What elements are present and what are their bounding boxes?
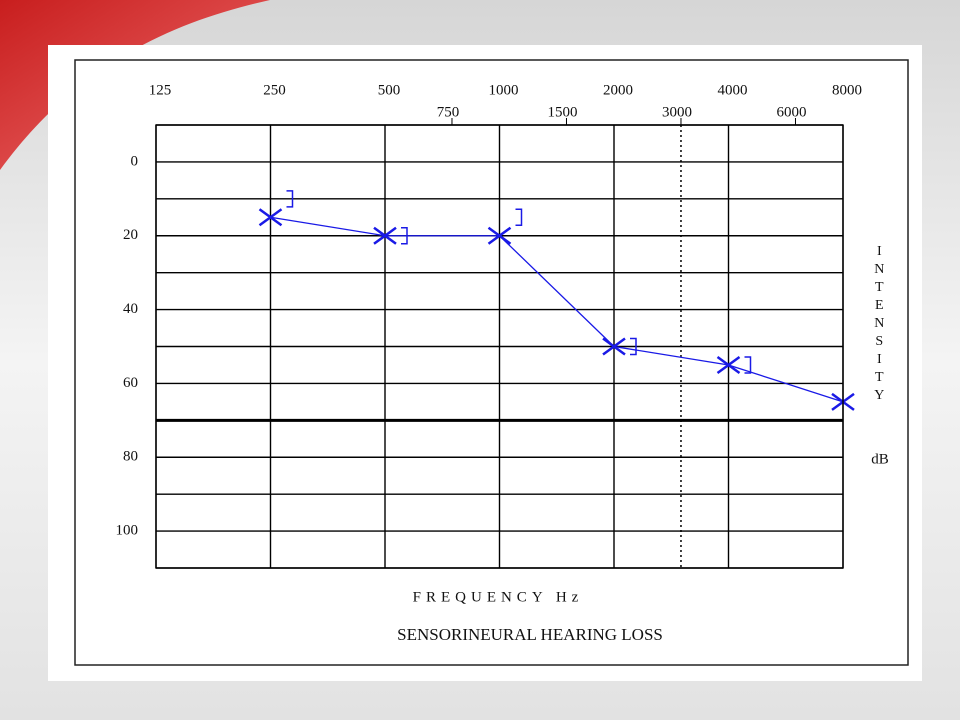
y-tick-label: 40 bbox=[123, 301, 138, 317]
x-tick-label: 1000 bbox=[489, 82, 519, 98]
air-marker bbox=[258, 208, 283, 227]
x-tick-label: 2000 bbox=[603, 82, 633, 98]
bone-marker bbox=[286, 190, 294, 208]
x-tick-label: 250 bbox=[263, 82, 286, 98]
x-tick-label: 125 bbox=[149, 82, 172, 98]
swoosh bbox=[0, 0, 270, 170]
air-marker bbox=[716, 355, 741, 374]
chart-title: SENSORINEURAL HEARING LOSS bbox=[397, 625, 663, 644]
y-tick-label: 0 bbox=[131, 153, 139, 169]
air-marker bbox=[602, 337, 626, 356]
panel bbox=[48, 45, 922, 681]
bone-marker bbox=[744, 356, 752, 374]
x-tick-label: 1500 bbox=[547, 104, 577, 120]
x-tick-label: 500 bbox=[378, 82, 401, 98]
x-tick-label: 4000 bbox=[718, 82, 748, 98]
y-tick-label: 20 bbox=[123, 227, 138, 243]
x-tick-label: 3000 bbox=[662, 104, 692, 120]
plot-border bbox=[155, 124, 844, 569]
series-line bbox=[270, 216, 844, 403]
bone-marker bbox=[401, 227, 408, 245]
y-tick-label: 60 bbox=[123, 375, 138, 391]
bone-marker bbox=[515, 208, 523, 227]
x-tick-label: 8000 bbox=[832, 82, 862, 98]
bone-marker bbox=[630, 337, 637, 356]
air-marker bbox=[373, 226, 397, 245]
y-axis-unit: dB bbox=[871, 451, 889, 467]
y-tick-label: 80 bbox=[123, 449, 138, 465]
air-marker bbox=[487, 226, 512, 245]
y-axis-label: INTENSITY bbox=[872, 244, 887, 406]
plot: 0 20 40 60 80 100 125 250 500 1000 2000 4000 8000 750… bbox=[116, 82, 862, 569]
frame bbox=[74, 59, 909, 666]
y-tick-label: 100 bbox=[116, 523, 139, 539]
x-axis-label: FREQUENCY Hz bbox=[413, 589, 584, 605]
x-tick-label: 6000 bbox=[776, 104, 806, 120]
x-tick-label: 750 bbox=[437, 104, 460, 120]
